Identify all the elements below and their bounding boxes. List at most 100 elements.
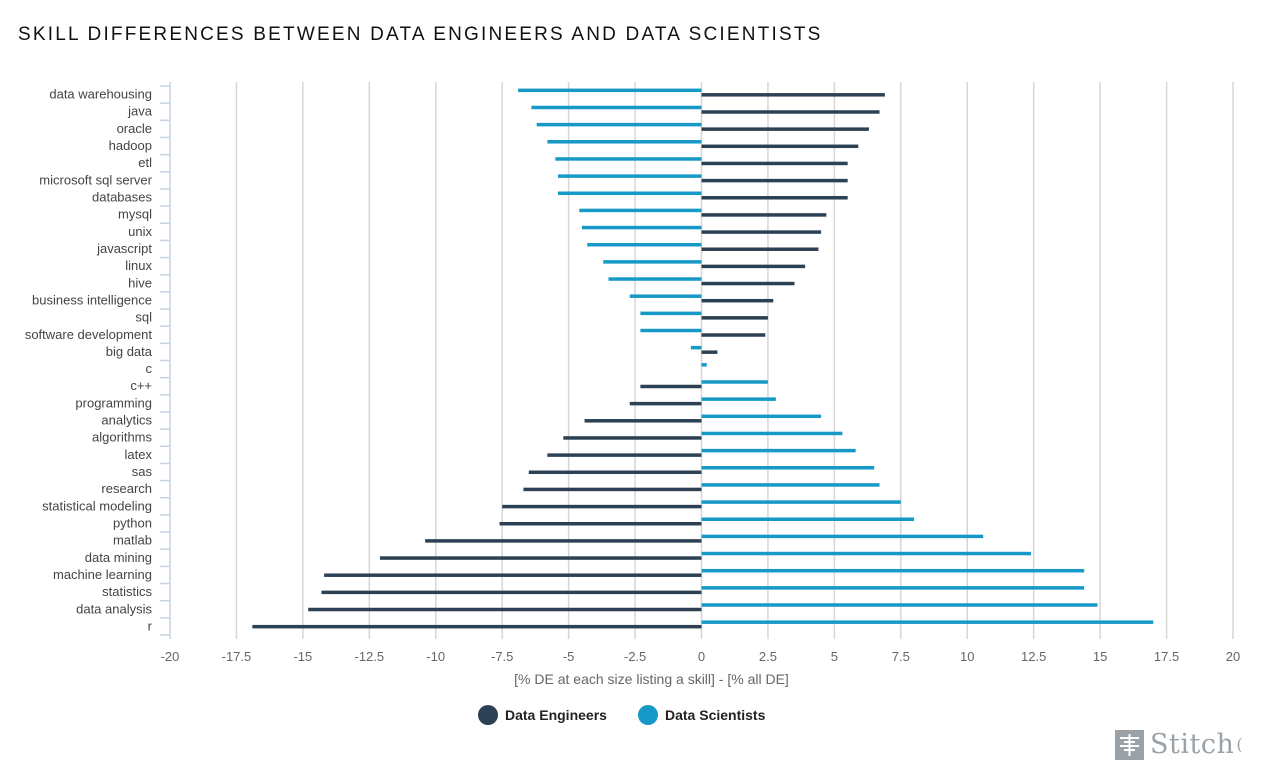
y-tick-label-matlab: matlab [113,533,152,548]
y-tick-label-python: python [113,515,152,530]
bar-data-engineers-mysql [701,213,827,217]
bar-data-engineers-data-warehousing [701,93,885,97]
y-tick-label-linux: linux [125,258,152,273]
bar-data-scientists-data-warehousing [518,88,702,93]
logo-trailing: ( [1236,735,1244,754]
x-tick-label: 17.5 [1154,649,1179,664]
bar-data-engineers-programming [629,401,702,406]
bar-data-engineers-statistical-modeling [502,504,702,509]
bar-data-scientists-algorithms [701,431,843,436]
x-tick-label: -10 [426,649,445,664]
x-tick-label: -20 [161,649,180,664]
y-tick-label-databases: databases [92,190,152,205]
bar-data-engineers-linux [701,264,806,269]
stitch-logo-icon [1115,729,1144,760]
bar-data-engineers-research [523,487,702,492]
x-tick-label: 12.5 [1021,649,1046,664]
bar-data-engineers-analytics [584,419,702,423]
bar-data-engineers-javascript [701,247,819,251]
x-axis-label: [% DE at each size listing a skill] - [%… [514,671,789,687]
bar-data-scientists-mysql [579,208,702,213]
y-tick-label-algorithms: algorithms [92,430,152,445]
bar-data-scientists-data-analysis [701,603,1098,607]
bar-data-scientists-r [701,620,1154,624]
y-tick-label-statistical-modeling: statistical modeling [42,498,152,513]
bar-data-scientists-c [701,363,707,367]
y-tick-label-oracle: oracle [117,121,152,136]
bar-data-scientists-etl [555,157,702,161]
bar-data-engineers-sql [701,316,768,320]
bar-data-scientists-java [531,105,702,110]
bar-data-scientists-javascript [587,242,702,247]
bar-data-scientists-matlab [701,534,984,539]
bar-data-scientists-analytics [701,414,822,419]
bar-data-scientists-sql [640,311,702,316]
y-tick-label-sql: sql [135,310,152,325]
bar-data-scientists-statistics [701,586,1085,590]
bar-data-engineers-big-data [701,350,718,354]
bar-data-engineers-machine-learning [324,573,702,577]
y-tick-label-business-intelligence: business intelligence [32,292,152,307]
bar-data-engineers-python [499,521,702,526]
bar-data-scientists-programming [701,397,776,401]
x-tick-label: -12.5 [354,649,384,664]
y-tick-label-c: c++ [130,378,152,393]
bar-data-scientists-software-development [640,328,702,333]
bar-data-engineers-hadoop [701,144,859,149]
legend-item-data-engineers[interactable]: Data Engineers [478,705,607,725]
legend-marker-data-engineers [478,705,498,725]
bar-data-scientists-hive [608,277,702,281]
y-tick-label-hive: hive [128,275,152,290]
bar-data-engineers-business-intelligence [701,298,774,303]
x-tick-label: -17.5 [222,649,252,664]
bar-data-scientists-machine-learning [701,568,1085,573]
bar-data-scientists-oracle [536,122,702,127]
bar-data-engineers-oracle [701,127,869,131]
y-tick-label-unix: unix [128,224,152,239]
bar-data-scientists-databases [557,191,702,196]
bar-data-engineers-c [640,384,702,389]
y-tick-label-software-development: software development [25,327,153,342]
x-tick-label: -15 [293,649,312,664]
y-tick-label-programming: programming [75,395,152,410]
y-tick-label-mysql: mysql [118,207,152,222]
bar-data-scientists-research [701,483,880,487]
bar-data-scientists-sas [701,466,875,470]
bar-data-scientists-c [701,380,768,384]
x-tick-label: 10 [960,649,974,664]
x-tick-label: -7.5 [491,649,513,664]
legend-label-data-scientists: Data Scientists [665,707,766,723]
legend: Data Engineers Data Scientists [0,705,1280,729]
bar-data-engineers-unix [701,230,822,234]
bar-data-engineers-etl [701,161,848,166]
bar-data-engineers-software-development [701,333,766,337]
legend-label-data-engineers: Data Engineers [505,707,607,723]
bar-data-scientists-hadoop [547,140,702,144]
legend-item-data-scientists[interactable]: Data Scientists [638,705,765,725]
stitch-logo: Stitch ( [1115,729,1243,760]
bar-data-engineers-hive [701,281,795,286]
y-tick-label-big-data: big data [106,344,153,359]
y-tick-label-microsoft-sql-server: microsoft sql server [39,172,152,187]
bar-data-engineers-microsoft-sql-server [701,178,848,183]
y-tick-label-sas: sas [132,464,153,479]
y-tick-label-javascript: javascript [96,241,152,256]
y-tick-label-etl: etl [138,155,152,170]
y-tick-label-analytics: analytics [101,413,152,428]
y-tick-label-c: c [146,361,153,376]
bar-data-scientists-unix [581,225,702,230]
y-tick-label-research: research [101,481,152,496]
x-tick-label: 20 [1226,649,1240,664]
bar-data-engineers-sas [528,470,702,475]
bar-data-engineers-r [252,624,702,629]
bar-data-scientists-microsoft-sql-server [557,174,702,178]
chart-title: SKILL DIFFERENCES BETWEEN DATA ENGINEERS… [18,24,823,45]
x-tick-label: 7.5 [892,649,910,664]
legend-marker-data-scientists [638,705,658,725]
bar-data-scientists-statistical-modeling [701,500,901,504]
bar-data-engineers-latex [547,453,702,457]
y-tick-label-hadoop: hadoop [109,138,152,153]
bar-data-engineers-java [701,110,880,114]
y-tick-label-data-mining: data mining [85,550,152,565]
bar-data-scientists-business-intelligence [629,294,702,298]
